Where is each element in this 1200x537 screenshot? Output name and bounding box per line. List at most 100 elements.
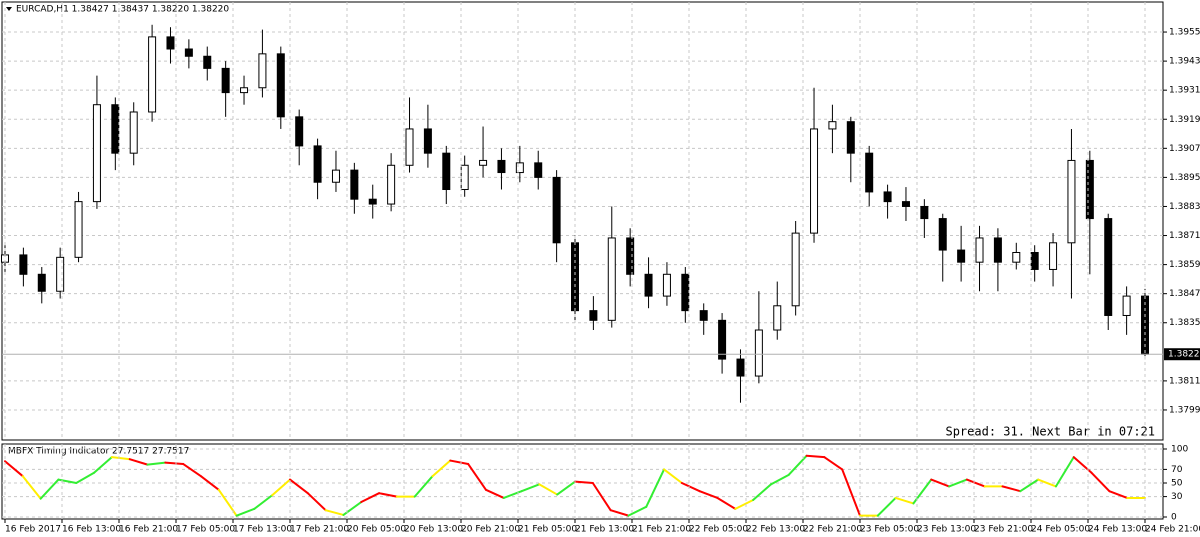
candle-body <box>92 104 101 203</box>
candle-body <box>607 237 616 321</box>
indicator-segment <box>502 490 523 499</box>
candle-body <box>571 242 579 312</box>
indicator-segment <box>484 488 505 499</box>
indicator-segment <box>538 483 559 496</box>
last-price-box <box>1164 348 1200 361</box>
x-tick-label: 22 Feb 21:00 <box>803 525 862 535</box>
candle-body <box>534 162 543 178</box>
candle-body <box>883 191 892 203</box>
candle-body <box>975 237 984 263</box>
indicator-segment <box>360 492 381 504</box>
candle-body <box>865 152 874 193</box>
candle-body <box>111 104 120 154</box>
indicator-segment <box>413 475 434 498</box>
indicator-segment <box>627 505 648 517</box>
candle-body <box>938 218 947 251</box>
y-tick-label: 1.39310 <box>1169 86 1200 96</box>
y-tick-label: 1.38590 <box>1169 260 1200 270</box>
indicator-segment <box>39 478 60 500</box>
candle-body <box>515 162 524 174</box>
y-tick-label: 1.38950 <box>1169 173 1200 183</box>
candle-body <box>295 116 304 147</box>
indicator-segment <box>4 460 24 478</box>
indicator-segment <box>110 456 131 461</box>
indicator-segment <box>556 480 576 496</box>
candle-body <box>368 198 377 205</box>
candle-body <box>479 159 488 166</box>
x-tick-label: 23 Feb 13:00 <box>917 525 976 535</box>
indicator-segment <box>467 462 487 491</box>
indicator-segment <box>21 475 42 500</box>
last-price-label: 1.38220 <box>1168 350 1200 360</box>
candle-body <box>920 205 929 220</box>
indicator-segment <box>93 456 113 474</box>
y-tick-label: 100 <box>1171 445 1188 455</box>
indicator-segment <box>306 492 327 512</box>
indicator-segment <box>128 458 149 466</box>
indicator-segment <box>449 459 470 465</box>
candle-body <box>589 310 598 321</box>
candle-body <box>901 201 910 207</box>
candle-body <box>1104 218 1113 316</box>
candle-body <box>773 305 782 331</box>
candle-body <box>203 55 212 69</box>
y-tick-label: 70 <box>1171 465 1183 475</box>
candle-body <box>957 249 966 263</box>
candle-body <box>644 273 653 297</box>
indicator-segment <box>520 483 541 493</box>
menu-arrow[interactable] <box>6 7 12 11</box>
candle-body <box>56 256 65 292</box>
x-tick-label: 22 Feb 13:00 <box>746 525 805 535</box>
candle-body <box>1012 251 1021 263</box>
indicator-segment <box>1108 490 1129 499</box>
indicator-segment <box>823 456 844 471</box>
x-tick-label: 23 Feb 21:00 <box>974 525 1033 535</box>
candle-body <box>828 121 837 130</box>
y-tick-label: 1.38830 <box>1169 202 1200 212</box>
y-tick-label: 1.39190 <box>1169 115 1200 125</box>
x-tick-label: 17 Feb 13:00 <box>233 525 292 535</box>
candle-body <box>331 169 340 183</box>
y-tick-label: 1.39430 <box>1169 57 1200 67</box>
indicator-segment <box>698 490 719 499</box>
candle-body <box>662 273 671 297</box>
candle-body <box>258 53 267 89</box>
candle-body <box>37 273 46 292</box>
x-tick-label: 24 Feb 05:00 <box>1031 525 1090 535</box>
indicator-segment <box>182 462 202 478</box>
indicator-segment <box>894 496 915 505</box>
x-tick-label: 23 Feb 05:00 <box>860 525 919 535</box>
indicator-segment <box>912 478 933 505</box>
indicator-segment <box>1019 478 1040 493</box>
x-tick-label: 22 Feb 05:00 <box>689 525 748 535</box>
x-tick-label: 20 Feb 13:00 <box>404 525 463 535</box>
indicator-segment <box>199 475 220 491</box>
candle-body <box>699 310 708 321</box>
x-tick-label: 20 Feb 21:00 <box>461 525 520 535</box>
indicator-segment <box>1037 478 1057 488</box>
indicator-segment <box>289 478 309 495</box>
indicator-segment <box>235 507 256 517</box>
candle-body <box>19 254 28 275</box>
y-tick-label: 1.38350 <box>1169 318 1200 328</box>
candle-body <box>754 329 763 377</box>
candle-body <box>240 87 249 94</box>
y-tick-label: 50 <box>1171 479 1183 489</box>
candle-body <box>681 273 690 312</box>
x-tick-label: 16 Feb 21:00 <box>119 525 178 535</box>
candle-body <box>1085 159 1094 220</box>
candle-body <box>1049 242 1058 270</box>
indicator-segment <box>680 482 701 493</box>
indicator-segment <box>1001 485 1022 493</box>
indicator-segment <box>716 496 737 510</box>
indicator-segment <box>146 461 167 466</box>
candle-body <box>387 164 396 205</box>
spread-info: Spread: 31. Next Bar in 07:21 <box>945 425 1155 439</box>
indicator-segment <box>930 478 951 488</box>
candle-body <box>74 201 83 258</box>
indicator-segment <box>769 473 790 486</box>
y-tick-label: 1.38710 <box>1169 231 1200 241</box>
indicator-segment <box>663 468 683 484</box>
indicator-segment <box>164 461 185 465</box>
